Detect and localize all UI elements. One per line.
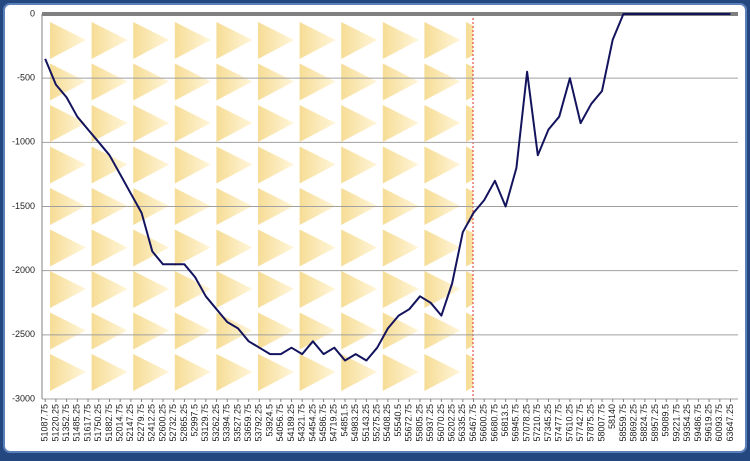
x-tick-label: 57742.75 [575,404,585,442]
x-tick-label: 53394.75 [222,404,232,442]
x-tick-label: 51617.75 [82,404,92,442]
x-tick-label: 52279.75 [136,404,146,442]
y-tick-label: -1500 [12,201,35,211]
x-tick-label: 56335.25 [457,404,467,442]
background-pattern [48,20,473,395]
x-tick-label: 56202.25 [446,404,456,442]
x-tick-label: 55143.25 [361,404,371,442]
x-tick-label: 58957.25 [650,404,660,442]
y-tick-label: -2500 [12,329,35,339]
x-tick-label: 57210.75 [532,404,542,442]
y-tick-label: 0 [30,8,35,18]
x-tick-label: 57477.75 [554,404,564,442]
x-tick-label: 57875.25 [586,404,596,442]
x-tick-label: 56467.75 [468,404,478,442]
x-tick-label: 59619.25 [703,404,713,442]
x-tick-label: 55937.25 [425,404,435,442]
x-tick-label: 58007.75 [596,404,606,442]
x-tick-label: 51750.25 [93,404,103,442]
x-tick-label: 53659.75 [243,404,253,442]
x-tick-label: 59354.25 [682,404,692,442]
x-tick-label: 54586.75 [318,404,328,442]
x-tick-label: 51485.25 [72,404,82,442]
x-tick-label: 54454.25 [307,404,317,442]
x-tick-label: 54983.25 [350,404,360,442]
x-tick-label: 54189.25 [286,404,296,442]
x-tick-label: 52865.25 [179,404,189,442]
x-tick-label: 59089.5 [661,404,671,437]
x-tick-label: 57345.25 [543,404,553,442]
x-tick-label: 56813.5 [500,404,510,437]
x-tick-label: 54321.75 [297,404,307,442]
x-tick-label: 54056.75 [275,404,285,442]
x-tick-label: 56945.75 [511,404,521,442]
x-tick-label: 52732.75 [168,404,178,442]
x-tick-label: 51352.75 [61,404,71,442]
x-tick-label: 58559.75 [618,404,628,442]
x-tick-label: 54719.25 [329,404,339,442]
x-tick-label: 55408.25 [382,404,392,442]
x-tick-label: 60093.75 [714,404,724,442]
x-tick-label: 51087.75 [40,404,50,442]
x-tick-label: 59221.75 [671,404,681,442]
x-tick-label: 58140 [607,404,617,429]
x-tick-label: 53792.25 [254,404,264,442]
data-line [44,13,731,362]
x-tick-label: 56070.25 [436,404,446,442]
x-tick-label: 52147.25 [125,404,135,442]
x-tick-label: 59486.75 [693,404,703,442]
x-tick-label: 53527.25 [232,404,242,442]
x-tick-label: 52600.25 [157,404,167,442]
y-tick-label: -1000 [12,137,35,147]
x-tick-label: 52412.25 [147,404,157,442]
x-tick-label: 55540.5 [393,404,403,437]
y-tick-label: -3000 [12,393,35,403]
y-tick-label: -2000 [12,265,35,275]
x-tick-label: 57078.25 [521,404,531,442]
x-tick-label: 63647.25 [725,404,735,442]
x-tick-label: 55275.25 [372,404,382,442]
x-tick-label: 58692.25 [629,404,639,442]
x-tick-label: 55672.75 [404,404,414,442]
x-tick-label: 56600.25 [479,404,489,442]
x-tick-label: 52014.75 [115,404,125,442]
x-tick-label: 54851.5 [339,404,349,437]
x-tick-label: 53924.5 [264,404,274,437]
x-tick-label: 53262.25 [211,404,221,442]
x-tick-label: 57610.25 [564,404,574,442]
x-tick-label: 58824.75 [639,404,649,442]
x-tick-label: 52997.5 [189,404,199,437]
x-tick-label: 51220.25 [50,404,60,442]
x-tick-label: 56680.75 [489,404,499,442]
y-tick-label: -500 [17,73,35,83]
x-tick-label: 53129.75 [200,404,210,442]
x-tick-label: 55805.25 [414,404,424,442]
x-tick-label: 51882.75 [104,404,114,442]
